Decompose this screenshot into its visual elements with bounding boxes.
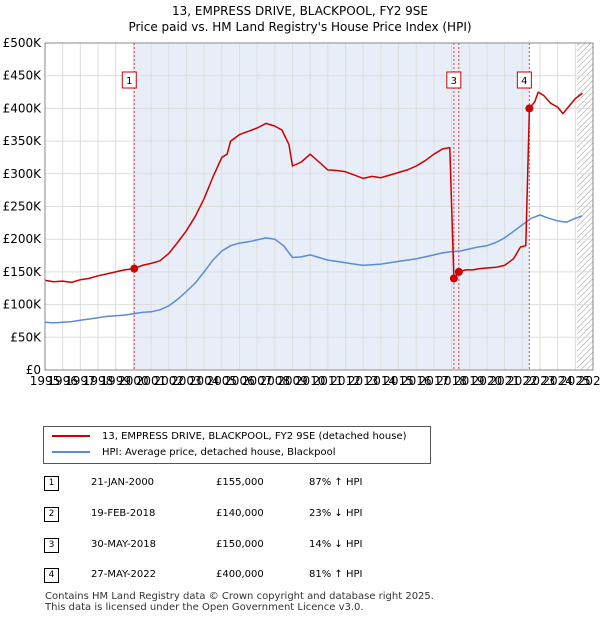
sale-price: £140,000 [216, 508, 264, 519]
sale-marker-box [516, 71, 532, 89]
sale-row: 2 19-FEB-2018 £140,000 23% ↓ HPI [44, 504, 464, 524]
x-tick-label: 2014 [366, 374, 397, 388]
sale-price: £155,000 [216, 477, 264, 488]
sale-row: 1 21-JAN-2000 £155,000 87% ↑ HPI [44, 473, 464, 493]
x-tick-label: 2001 [136, 374, 167, 388]
chart-subtitle: Price paid vs. HM Land Registry's House … [128, 20, 472, 34]
sale-hpi-diff: 81% ↑ HPI [309, 569, 363, 580]
sale-marker-label: 4 [521, 76, 527, 87]
sale-row: 3 30-MAY-2018 £150,000 14% ↓ HPI [44, 535, 464, 555]
sale-point [449, 274, 458, 283]
x-tick-label: 2024 [542, 374, 573, 388]
sale-hpi-diff: 87% ↑ HPI [309, 477, 363, 488]
sale-number-badge: 2 [44, 507, 59, 522]
y-tick-label: £350K [3, 134, 43, 148]
x-tick-label: 2021 [489, 374, 520, 388]
sale-point [525, 104, 534, 113]
sale-number-badge: 3 [44, 538, 59, 553]
x-tick-label: 2023 [525, 374, 556, 388]
sale-marker-box [446, 71, 462, 89]
sale-date: 27-MAY-2022 [91, 569, 157, 580]
x-tick-label: 2006 [224, 374, 255, 388]
y-tick-label: £300K [3, 167, 43, 181]
legend-item-property: 13, EMPRESS DRIVE, BLACKPOOL, FY2 9SE (d… [52, 430, 407, 444]
hpi-line [44, 214, 583, 324]
x-tick-label: 2007 [242, 374, 273, 388]
sale-marker-label: 1 [126, 76, 132, 87]
sale-price: £150,000 [216, 539, 264, 550]
x-tick-label: 2015 [383, 374, 414, 388]
y-tick-label: £50K [10, 330, 42, 344]
sale-marker-label: 3 [451, 76, 457, 87]
x-tick-label: 2000 [118, 374, 149, 388]
x-tick-label: 2004 [189, 374, 220, 388]
x-tick-label: 2016 [401, 374, 432, 388]
sale-date: 21-JAN-2000 [91, 477, 155, 488]
legend-label-property: 13, EMPRESS DRIVE, BLACKPOOL, FY2 9SE (d… [102, 431, 407, 442]
x-tick-label: 2010 [295, 374, 326, 388]
x-tick-label: 1997 [65, 374, 96, 388]
x-tick-label: 2018 [436, 374, 467, 388]
legend-swatch-property [52, 435, 90, 437]
x-tick-label: 2022 [507, 374, 538, 388]
sale-hpi-diff: 23% ↓ HPI [309, 508, 363, 519]
property-price-line [44, 91, 583, 284]
x-tick-label: 2003 [171, 374, 202, 388]
legend: 13, EMPRESS DRIVE, BLACKPOOL, FY2 9SE (d… [43, 426, 431, 464]
x-tick-label: 2005 [207, 374, 238, 388]
legend-item-hpi: HPI: Average price, detached house, Blac… [52, 446, 336, 460]
y-tick-label: £150K [3, 265, 43, 279]
y-tick-label: £0 [26, 363, 41, 377]
x-tick-label: 1999 [100, 374, 131, 388]
sale-price: £400,000 [216, 569, 264, 580]
y-tick-label: £400K [3, 101, 43, 115]
x-tick-label: 2019 [454, 374, 485, 388]
y-tick-label: £100K [3, 298, 43, 312]
x-tick-label: 2009 [277, 374, 308, 388]
legend-label-hpi: HPI: Average price, detached house, Blac… [102, 447, 336, 458]
sale-date: 19-FEB-2018 [91, 508, 156, 519]
x-tick-label: 2026 [578, 374, 600, 388]
x-tick-label: 2012 [330, 374, 361, 388]
sale-number-badge: 4 [44, 568, 59, 583]
x-tick-label: 2008 [260, 374, 291, 388]
x-tick-label: 2020 [472, 374, 503, 388]
sale-row: 4 27-MAY-2022 £400,000 81% ↑ HPI [44, 565, 464, 585]
sale-number-badge: 1 [44, 476, 59, 491]
y-tick-label: £200K [3, 232, 43, 246]
y-tick-label: £500K [3, 36, 43, 50]
y-tick-label: £250K [3, 200, 43, 214]
plot-frame [44, 42, 594, 371]
sale-point [454, 267, 463, 276]
x-tick-label: 2002 [153, 374, 184, 388]
y-tick-label: £450K [3, 69, 43, 83]
chart-title: 13, EMPRESS DRIVE, BLACKPOOL, FY2 9SE [172, 4, 428, 18]
x-tick-label: 2025 [560, 374, 591, 388]
price-chart: £0 £50K £100K £150K £200K £250K £300K £350K £400… [3, 36, 600, 388]
x-tick-label: 2013 [348, 374, 379, 388]
x-tick-label: 2011 [313, 374, 344, 388]
footer-copyright: Contains HM Land Registry data © Crown c… [45, 591, 434, 602]
x-tick-label: 1998 [83, 374, 114, 388]
footer-licence: This data is licensed under the Open Gov… [45, 602, 364, 613]
x-tick-label: 2017 [419, 374, 450, 388]
sale-hpi-diff: 14% ↓ HPI [309, 539, 363, 550]
x-tick-label: 1996 [47, 374, 78, 388]
legend-swatch-hpi [52, 451, 90, 453]
sale-date: 30-MAY-2018 [91, 539, 157, 550]
sale-marker-box [121, 71, 137, 89]
sale-point [130, 264, 139, 273]
x-tick-label: 1995 [30, 374, 61, 388]
